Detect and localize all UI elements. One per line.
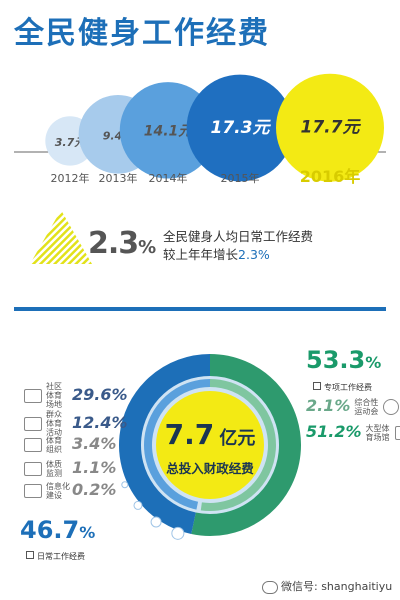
donut-center-total: 7.7 亿元 [150,418,270,451]
donut-slice-daily [119,354,211,535]
daily-item-3: 体质 监测 1.1% [24,458,116,478]
daily-item-value: 0.2% [72,480,117,499]
donut-dot-3 [121,481,129,489]
daily-item-4: 信息化 建设 0.2% [24,480,116,500]
monitor-icon [24,461,42,476]
special-item-1: 51.2% 大型体 育场馆 [306,422,400,442]
bubble-label-2: 14.1元 [144,123,195,139]
special-total-number: 53.3 [306,346,366,374]
donut-chart-svg [119,354,301,540]
daily-item-0: 社区 体育 场地 29.6% [24,382,128,409]
growth-unit: % [138,237,157,258]
watermark-handle: shanghaitiyu [321,580,393,593]
special-total: 53.3% [306,346,381,374]
daily-item-label: 体质 监测 [46,459,62,478]
bubble-chart: 3.7元 2012年 9.4元 2013年 14.1元 2014年 17.3元 2015年 17… [0,60,400,200]
daily-item-label: 信息化 建设 [46,481,70,500]
wechat-icon [262,580,278,594]
daily-item-value: 3.4% [72,434,117,453]
daily-item-2: 体育 组织 3.4% [24,434,116,454]
growth-caption-value: 2.3% [238,247,270,262]
daily-label-text: 日常工作经费 [37,552,85,561]
donut-dot-0 [171,526,185,540]
special-item-label: 综合性 运动会 [354,397,379,416]
daily-label: 日常工作经费 [26,544,85,563]
year-label-1: 2013年 [99,171,138,185]
special-item-value: 2.1% [306,396,351,415]
daily-item-1: 群众 体育 活动 12.4% [24,410,128,437]
stadium-icon [394,425,400,440]
year-label-4: 2016年 [300,167,361,186]
year-label-3: 2015年 [221,171,260,185]
page-title: 全民健身工作经费 [14,16,270,51]
square-icon [313,382,321,390]
watermark: 微信号: shanghaitiyu [262,578,392,594]
daily-item-value: 29.6% [72,385,128,404]
donut-center [156,391,264,499]
growth-caption-prefix: 较上年年增长 [163,247,239,262]
special-label: 专项工作经费 [313,375,372,394]
daily-total: 46.7% [20,516,95,544]
globe-icon [24,483,42,498]
special-item-label: 大型体 育场馆 [365,423,390,442]
special-item-value: 51.2% [306,422,362,441]
bubble-label-3: 17.3元 [211,118,272,138]
daily-item-value: 1.1% [72,458,117,477]
daily-total-number: 46.7 [20,516,80,544]
bubble-label-4: 17.7元 [301,118,362,138]
special-item-0: 2.1% 综合性 运动会 [306,396,400,416]
growth-caption-line2: 较上年年增长2.3% [163,246,270,264]
donut-dot-2 [133,500,143,510]
triangle-icon [30,210,92,264]
group-icon [24,437,42,452]
bubble-4 [276,73,384,182]
section-divider [14,307,386,311]
daily-item-label: 体育 组织 [46,435,62,454]
growth-value: 2.3% [88,226,156,261]
runner-icon [24,416,42,431]
daily-item-label: 社区 体育 场地 [46,382,62,409]
donut-slice-special [191,354,301,536]
medal-icon [383,398,400,415]
square-icon [26,551,34,559]
daily-item-value: 12.4% [72,413,128,432]
donut-inner-daily [144,379,211,510]
watermark-prefix: 微信号: [281,580,322,593]
center-caption: 总投入财政经费 [166,461,254,476]
growth-caption-line1: 全民健身人均日常工作经费 [163,229,314,244]
donut-inner-special [200,379,276,511]
growth-number: 2.3 [88,226,139,261]
donut-dot-1 [150,516,162,528]
year-label-2: 2014年 [149,171,188,185]
bubble-3 [186,74,294,182]
special-total-sign: % [365,353,382,372]
bubble-label-0: 3.7元 [55,136,86,149]
bubble-chart-svg: 3.7元2012年9.4元2013年14.1元2014年17.3元2015年17… [14,73,386,186]
year-label-0: 2012年 [51,171,90,185]
center-value: 7.7 [164,418,215,451]
daily-item-label: 群众 体育 活动 [46,410,62,437]
court-icon [24,388,42,403]
daily-total-sign: % [79,523,96,542]
special-label-text: 专项工作经费 [324,383,372,392]
center-unit: 亿元 [219,428,256,449]
